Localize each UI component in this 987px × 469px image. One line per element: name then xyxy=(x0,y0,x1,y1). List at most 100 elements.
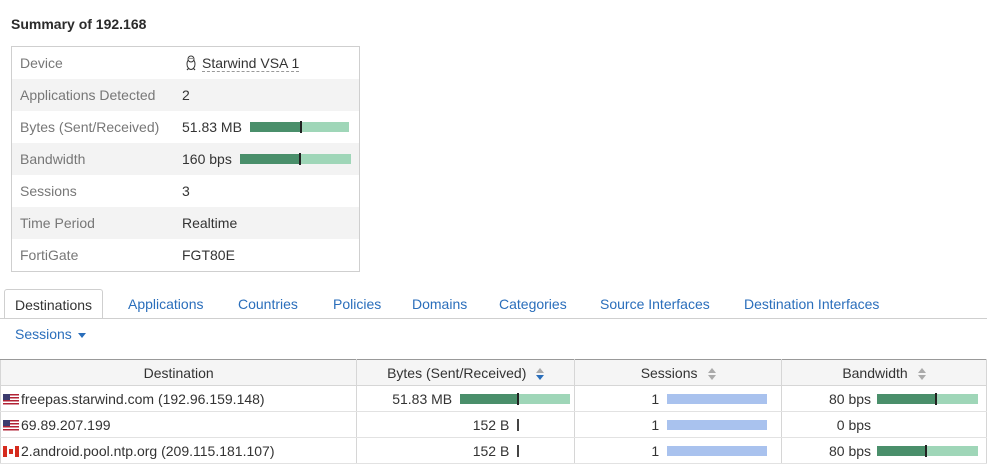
bar-divider xyxy=(517,418,520,431)
table-row[interactable]: freepas.starwind.com (192.96.159.148) 51… xyxy=(0,385,987,412)
summary-row-applications: Applications Detected 2 xyxy=(12,79,359,111)
bytes-cell: 152 B xyxy=(356,411,576,438)
tab-countries[interactable]: Countries xyxy=(238,296,298,312)
tab-sessions-label: Sessions xyxy=(15,326,72,342)
column-header-destination[interactable]: Destination xyxy=(0,359,358,386)
tab-destination-interfaces[interactable]: Destination Interfaces xyxy=(744,296,880,312)
destination-cell: 69.89.207.199 xyxy=(0,411,358,438)
received-segment xyxy=(926,445,979,456)
bar-divider xyxy=(935,392,938,405)
linux-penguin-icon xyxy=(184,55,198,71)
sessions-text: 1 xyxy=(651,416,660,433)
header-label: Bandwidth xyxy=(842,364,908,381)
bytes-text: 152 B xyxy=(472,442,510,459)
summary-label: Bytes (Sent/Received) xyxy=(20,119,160,135)
bytes-cell: 152 B xyxy=(356,437,576,464)
destination-cell: 2.android.pool.ntp.org (209.115.181.107) xyxy=(0,437,358,464)
summary-row-bytes: Bytes (Sent/Received) 51.83 MB xyxy=(12,111,359,143)
summary-label: Bandwidth xyxy=(20,151,86,167)
summary-row-fortigate: FortiGate FGT80E xyxy=(12,239,359,271)
sessions-cell: 1 xyxy=(574,385,783,412)
device-link[interactable]: Starwind VSA 1 xyxy=(202,54,300,72)
bandwidth-cell: 80 bps xyxy=(781,437,987,464)
table-header-row: Destination Bytes (Sent/Received) Sessio… xyxy=(0,359,987,386)
tab-source-interfaces[interactable]: Source Interfaces xyxy=(600,296,710,312)
bandwidth-bar xyxy=(877,392,979,405)
tab-destinations[interactable]: Destinations xyxy=(4,289,104,319)
bar-divider xyxy=(517,444,520,457)
table-row[interactable]: 69.89.207.199 152 B 1 0 bps xyxy=(0,411,987,438)
summary-value: 2 xyxy=(182,87,190,103)
bar-divider xyxy=(925,444,928,457)
sessions-text: 1 xyxy=(651,442,660,459)
received-segment xyxy=(300,122,349,132)
destination-text: freepas.starwind.com (192.96.159.148) xyxy=(21,390,265,407)
sessions-text: 1 xyxy=(651,390,660,407)
bandwidth-value: 160 bps xyxy=(182,151,232,167)
tab-policies[interactable]: Policies xyxy=(333,296,382,312)
received-segment xyxy=(518,393,571,404)
summary-label: Applications Detected xyxy=(20,87,156,103)
summary-row-bandwidth: Bandwidth 160 bps xyxy=(12,143,359,175)
summary-label: FortiGate xyxy=(20,247,79,263)
sent-segment xyxy=(460,393,519,404)
sessions-cell: 1 xyxy=(574,437,783,464)
tab-categories[interactable]: Categories xyxy=(499,296,567,312)
sort-icon[interactable] xyxy=(917,367,926,380)
header-label: Destination xyxy=(143,364,214,381)
destination-text: 2.android.pool.ntp.org (209.115.181.107) xyxy=(21,442,275,459)
summary-row-time-period: Time Period Realtime xyxy=(12,207,359,239)
summary-row-device: Device Starwind VSA 1 xyxy=(12,47,359,79)
tab-domains[interactable]: Domains xyxy=(412,296,468,312)
bandwidth-bar xyxy=(239,153,351,165)
sort-icon[interactable] xyxy=(536,367,545,380)
destination-text: 69.89.207.199 xyxy=(21,416,111,433)
column-header-bandwidth[interactable]: Bandwidth xyxy=(781,359,987,386)
column-header-bytes[interactable]: Bytes (Sent/Received) xyxy=(356,359,576,386)
us-flag-icon xyxy=(3,394,19,406)
summary-panel: Device Starwind VSA 1 Applications Detec… xyxy=(11,46,360,272)
sort-icon[interactable] xyxy=(707,367,716,380)
bar-divider xyxy=(517,392,520,405)
summary-value: 51.83 MB xyxy=(182,119,349,135)
bytes-text: 51.83 MB xyxy=(392,390,453,407)
chevron-down-icon xyxy=(77,332,86,338)
bandwidth-text: 0 bps xyxy=(836,416,872,433)
bar-divider xyxy=(298,153,301,165)
bytes-text: 152 B xyxy=(472,416,510,433)
sessions-bar xyxy=(667,419,768,430)
received-segment xyxy=(936,393,979,404)
summary-row-sessions: Sessions 3 xyxy=(12,175,359,207)
summary-value: Starwind VSA 1 xyxy=(184,54,300,72)
sessions-bar xyxy=(667,445,768,456)
bar-divider xyxy=(299,121,302,133)
received-segment xyxy=(299,154,351,164)
sent-segment xyxy=(877,393,937,404)
column-header-sessions[interactable]: Sessions xyxy=(574,359,783,386)
bytes-value: 51.83 MB xyxy=(182,119,242,135)
summary-value: Realtime xyxy=(182,215,238,231)
ca-flag-icon xyxy=(3,446,19,458)
sent-segment xyxy=(239,154,300,164)
sessions-bar xyxy=(667,393,768,404)
bandwidth-cell: 80 bps xyxy=(781,385,987,412)
sent-segment xyxy=(877,445,927,456)
destinations-table: Destination Bytes (Sent/Received) Sessio… xyxy=(0,359,987,464)
sessions-cell: 1 xyxy=(574,411,783,438)
us-flag-icon xyxy=(3,420,19,432)
summary-label: Time Period xyxy=(20,215,95,231)
summary-label: Device xyxy=(20,55,63,71)
bandwidth-text: 80 bps xyxy=(828,390,872,407)
bytes-bar xyxy=(249,121,349,133)
summary-value: 160 bps xyxy=(182,151,351,167)
summary-value: 3 xyxy=(182,183,190,199)
bytes-bar xyxy=(460,392,571,405)
tab-sessions-dropdown[interactable]: Sessions xyxy=(15,326,86,342)
tab-bar: Destinations Applications Countries Poli… xyxy=(0,289,987,319)
bandwidth-bar xyxy=(877,444,979,457)
header-label: Sessions xyxy=(640,364,698,381)
tab-applications[interactable]: Applications xyxy=(128,296,204,312)
bandwidth-text: 80 bps xyxy=(828,442,872,459)
table-row[interactable]: 2.android.pool.ntp.org (209.115.181.107)… xyxy=(0,437,987,464)
summary-value: FGT80E xyxy=(182,247,235,263)
